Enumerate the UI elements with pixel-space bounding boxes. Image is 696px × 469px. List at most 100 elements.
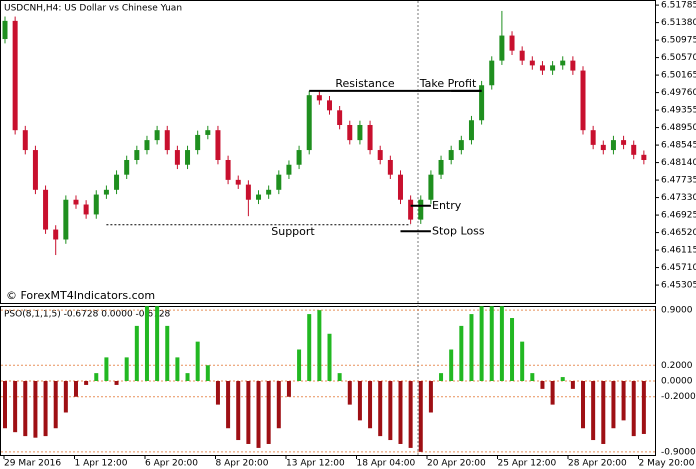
candle-body — [428, 174, 434, 200]
candle-body — [185, 150, 191, 165]
histogram-bar — [165, 325, 170, 381]
histogram-bar — [144, 306, 149, 381]
histogram-bar — [591, 381, 596, 441]
y-tick-label: 6.50570 — [661, 53, 696, 63]
histogram-bar — [418, 381, 423, 452]
candle-body — [550, 65, 556, 71]
candle-body — [458, 140, 464, 151]
candle-body — [509, 35, 515, 51]
histogram-bar — [124, 357, 129, 381]
histogram-bar — [23, 381, 28, 437]
histogram-bar — [236, 381, 241, 441]
candle-body — [327, 100, 332, 111]
histogram-bar — [104, 357, 109, 381]
histogram-bar — [185, 373, 190, 381]
candle-body — [114, 174, 120, 190]
histogram-bar — [408, 381, 413, 448]
candle-body — [367, 124, 373, 151]
candle-body — [590, 130, 596, 145]
candle-body — [73, 199, 79, 205]
histogram-bar — [428, 381, 433, 413]
x-tick-label: 6 Apr 20:00 — [145, 459, 198, 469]
candle-body — [235, 179, 241, 185]
indicator-title: PSO(8,1,1,5) -0.6728 0.0000 -0.6728 — [4, 310, 171, 320]
histogram-bar — [266, 381, 271, 444]
annotation: Take Profit — [419, 77, 477, 90]
candle-body — [357, 124, 363, 141]
candle-body — [621, 140, 627, 145]
candle-body — [337, 110, 343, 125]
histogram-bar — [641, 381, 646, 434]
histogram-bar — [256, 381, 261, 448]
histogram-bar — [550, 381, 555, 405]
main-pane — [0, 0, 656, 304]
candle-body — [499, 35, 505, 61]
candle-body — [225, 159, 231, 180]
x-tick-label: 2 May 20:00 — [639, 459, 695, 469]
chart-title: USDCNH,H4: US Dollar vs Chinese Yuan — [4, 4, 182, 14]
x-tick-label: 20 Apr 20:00 — [427, 459, 486, 469]
histogram-bar — [84, 381, 89, 385]
histogram-bar — [337, 373, 342, 381]
histogram-bar — [398, 381, 403, 444]
candle-body — [195, 134, 201, 151]
histogram-bar — [114, 381, 119, 385]
annotation: Resistance — [335, 77, 395, 90]
histogram-bar — [489, 306, 494, 381]
y-tick-label: 6.45710 — [661, 263, 696, 273]
candle-body — [83, 204, 89, 215]
histogram-bar — [175, 357, 180, 381]
candle-body — [245, 184, 251, 200]
y-tick-label: 6.50975 — [661, 36, 696, 46]
candle-body — [134, 150, 140, 160]
candle-body — [408, 199, 414, 220]
y-tick-label: 6.47330 — [661, 193, 696, 203]
histogram-bar — [73, 381, 78, 397]
candle-body — [468, 120, 474, 141]
y-tick-label: -0.9000 — [661, 447, 696, 457]
histogram-bar — [226, 381, 231, 429]
candle-body — [154, 130, 160, 141]
histogram-bar — [449, 349, 454, 381]
candle-body — [560, 60, 566, 66]
histogram-bar — [520, 341, 525, 381]
candle-body — [377, 150, 383, 160]
candle-body — [418, 199, 424, 220]
x-tick-label: 28 Apr 20:00 — [568, 459, 627, 469]
candle-body — [63, 199, 69, 240]
histogram-bar — [601, 381, 606, 444]
histogram-bar — [94, 373, 99, 381]
candle-body — [43, 189, 49, 230]
candle-body — [144, 140, 150, 151]
candle-body — [2, 20, 8, 40]
y-tick-label: 6.48545 — [661, 141, 696, 151]
candle-body — [448, 150, 454, 160]
candle-body — [610, 140, 616, 151]
watermark: © ForexMT4Indicators.com — [6, 289, 155, 302]
candle-body — [600, 144, 606, 151]
candle-body — [539, 65, 545, 71]
y-tick-label: 6.51380 — [661, 18, 696, 28]
candle-body — [489, 60, 495, 86]
y-tick-label: 6.46520 — [661, 228, 696, 238]
y-tick-label: 0.2000 — [661, 361, 693, 371]
y-tick-label: 6.48140 — [661, 158, 696, 168]
y-tick-label: 6.46115 — [661, 246, 696, 256]
x-tick-label: 18 Apr 04:00 — [357, 459, 416, 469]
histogram-bar — [33, 381, 38, 438]
candle-body — [205, 130, 211, 135]
candle-body — [164, 130, 170, 151]
x-tick-label: 1 Apr 12:00 — [75, 459, 128, 469]
y-tick-label: 6.50165 — [661, 71, 696, 81]
histogram-bar — [388, 381, 393, 441]
annotation: Support — [271, 225, 315, 238]
candle-body — [306, 95, 312, 151]
candle-body — [347, 124, 353, 141]
candle-body — [438, 159, 444, 175]
histogram-bar — [581, 381, 586, 429]
histogram-bar — [155, 306, 160, 381]
histogram-bar — [631, 381, 636, 437]
histogram-bar — [286, 381, 291, 397]
histogram-bar — [205, 365, 210, 381]
